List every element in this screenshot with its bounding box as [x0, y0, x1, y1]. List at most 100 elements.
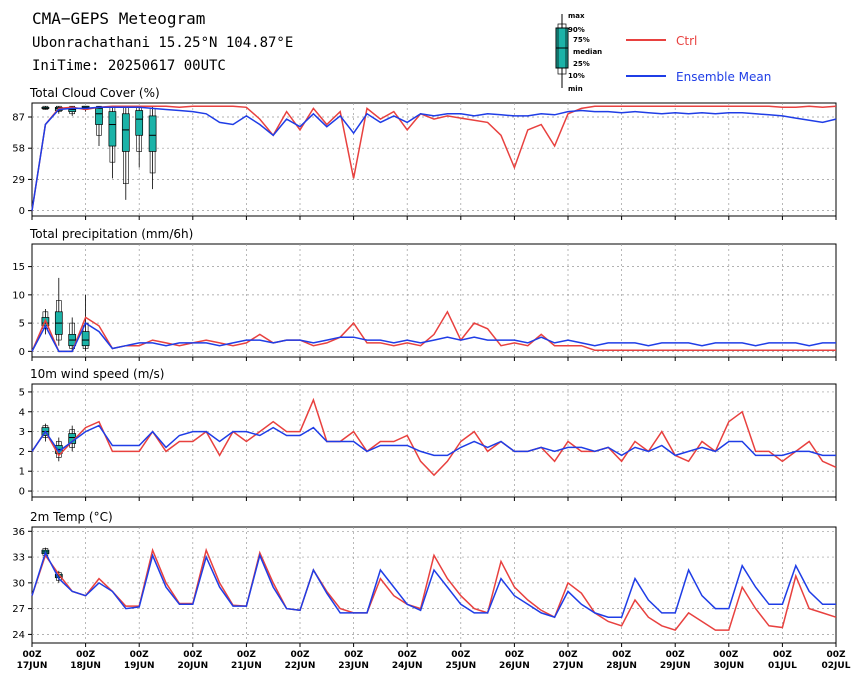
- legend-key-10: 10%: [568, 72, 585, 80]
- x-tick-label-time: 00Z: [773, 650, 793, 660]
- box-whisker: [108, 106, 117, 179]
- x-tick-label-time: 00Z: [612, 650, 632, 660]
- y-tick-label: 33: [12, 553, 25, 564]
- x-tick-label-date: 23JUN: [338, 661, 369, 671]
- box-inner: [95, 108, 103, 125]
- x-tick-label-time: 00Z: [237, 650, 257, 660]
- legend-ctrl-label: Ctrl: [676, 34, 697, 48]
- x-tick-label-time: 00Z: [398, 650, 418, 660]
- chart-location: Ubonrachathani 15.25°N 104.87°E: [32, 35, 293, 51]
- panel-frame: [31, 383, 837, 498]
- chart-title: CMA−GEPS Meteogram: [32, 9, 205, 28]
- series-mean-line: [31, 550, 836, 619]
- series-ctrl-line: [31, 397, 837, 477]
- box-whisker: [95, 105, 103, 147]
- series-ctrl-line: [31, 547, 837, 631]
- y-tick-label: 24: [12, 630, 25, 641]
- panel-precipitation: 0 5 10 15: [12, 243, 837, 361]
- x-tick-label-time: 00Z: [558, 650, 578, 660]
- series-ctrl-line: [31, 310, 836, 353]
- y-tick-label: 0: [19, 206, 25, 217]
- box-inner: [108, 111, 117, 147]
- legend-key-75: 75%: [573, 36, 590, 44]
- panel-frame: [31, 102, 837, 217]
- box-inner: [121, 113, 130, 152]
- legend-key-min: min: [568, 85, 583, 93]
- x-tick-label-date: 28JUN: [606, 661, 637, 671]
- y-tick-label: 87: [12, 112, 25, 123]
- box-inner: [135, 110, 144, 136]
- box-whisker: [148, 106, 157, 190]
- y-tick-label: 30: [12, 578, 25, 589]
- legend-key-25: 25%: [573, 60, 590, 68]
- panel-cloud-cover: 0 29 58 87: [12, 102, 837, 220]
- y-tick-label: 58: [12, 144, 25, 155]
- panel-title-wind: 10m wind speed (m/s): [30, 367, 164, 381]
- box-inner: [148, 115, 157, 152]
- panel-title-cloud: Total Cloud Cover (%): [29, 86, 160, 100]
- y-tick-label: 10: [12, 290, 25, 301]
- legend-key-90: 90%: [568, 26, 585, 34]
- y-tick-label: 0: [19, 347, 25, 358]
- legend-key-max: max: [568, 12, 585, 20]
- y-tick-label: 36: [12, 527, 25, 538]
- x-tick-label-time: 00Z: [76, 650, 96, 660]
- box-whisker: [54, 277, 63, 346]
- x-axis: 00Z17JUN00Z18JUN00Z19JUN00Z20JUN00Z21JUN…: [17, 650, 851, 671]
- panel-wind-speed: 0 1 2 3 4 5: [19, 383, 837, 501]
- box-inner: [81, 331, 90, 347]
- series-mean-line: [31, 106, 837, 211]
- x-tick-label-date: 22JUN: [285, 661, 316, 671]
- x-tick-label-date: 18JUN: [70, 661, 101, 671]
- x-tick-label-date: 17JUN: [17, 661, 48, 671]
- x-tick-label-time: 00Z: [290, 650, 310, 660]
- x-tick-label-time: 00Z: [183, 650, 203, 660]
- series-mean-line: [31, 322, 836, 353]
- series-ctrl-line: [31, 105, 837, 211]
- panel-title-temp: 2m Temp (°C): [30, 510, 113, 524]
- y-tick-label: 3: [19, 427, 25, 438]
- x-tick-label-date: 25JUN: [445, 661, 476, 671]
- box-whisker: [135, 106, 144, 168]
- x-tick-label-date: 30JUN: [713, 661, 744, 671]
- y-tick-label: 29: [12, 175, 25, 186]
- y-tick-label: 1: [19, 467, 25, 478]
- x-tick-label-time: 00Z: [344, 650, 364, 660]
- x-tick-label-date: 26JUN: [499, 661, 530, 671]
- y-tick-label: 2: [19, 447, 25, 458]
- box-whisker: [68, 317, 77, 352]
- panel-frame: [31, 526, 837, 644]
- x-tick-label-date: 21JUN: [231, 661, 262, 671]
- y-tick-label: 27: [12, 604, 25, 615]
- x-tick-label-time: 00Z: [505, 650, 525, 660]
- x-tick-label-date: 01JUL: [768, 661, 797, 671]
- panel-title-precip: Total precipitation (mm/6h): [29, 227, 193, 241]
- y-tick-label: 5: [19, 319, 25, 330]
- chart-init-time: IniTime: 20250617 00UTC: [32, 58, 226, 74]
- x-tick-label-date: 29JUN: [660, 661, 691, 671]
- x-tick-label-time: 00Z: [719, 650, 739, 660]
- panel-temperature: 24 27 30 33 36: [12, 526, 837, 647]
- legend: max 90% 75% median 25% 10% min Ctrl Ense…: [555, 12, 771, 93]
- x-tick-label-time: 00Z: [666, 650, 686, 660]
- x-tick-label-date: 19JUN: [124, 661, 155, 671]
- legend-key-median: median: [573, 48, 602, 56]
- panel-frame: [31, 243, 837, 358]
- y-tick-label: 15: [12, 262, 25, 273]
- box-whisker: [121, 106, 130, 200]
- series-mean-line: [31, 424, 836, 457]
- y-tick-label: 0: [19, 487, 25, 498]
- box-whisker: [41, 105, 50, 110]
- y-tick-label: 5: [19, 387, 25, 398]
- x-tick-label-time: 00Z: [826, 650, 846, 660]
- x-tick-label-date: 24JUN: [392, 661, 423, 671]
- x-tick-label-time: 00Z: [130, 650, 150, 660]
- x-tick-label-date: 02JUL: [822, 661, 851, 671]
- legend-box-key: max 90% 75% median 25% 10% min: [555, 12, 602, 93]
- x-tick-label-time: 00Z: [22, 650, 42, 660]
- x-tick-label-time: 00Z: [451, 650, 471, 660]
- x-tick-label-date: 20JUN: [177, 661, 208, 671]
- legend-mean-label: Ensemble Mean: [676, 70, 771, 84]
- y-tick-label: 4: [19, 407, 25, 418]
